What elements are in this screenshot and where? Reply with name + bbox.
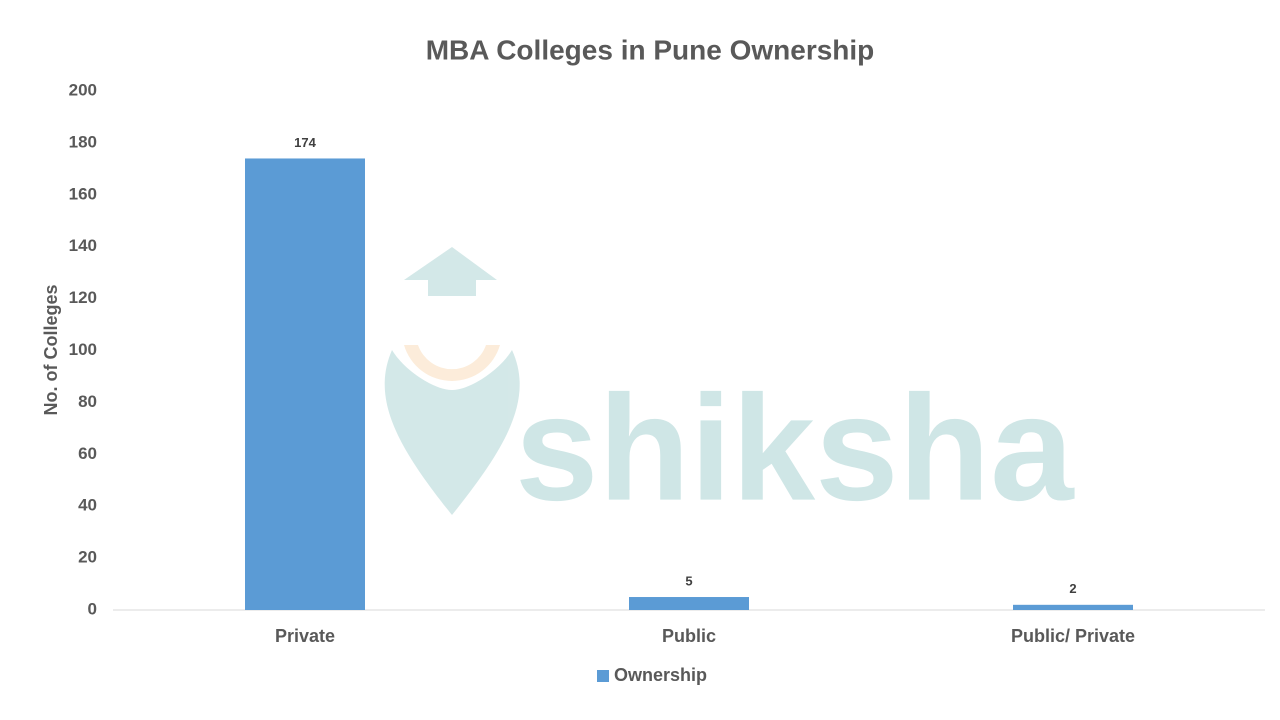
y-tick-label: 80 [78, 392, 97, 411]
legend-label: Ownership [614, 665, 707, 685]
y-tick-label: 120 [69, 288, 97, 307]
data-label: 5 [685, 573, 692, 588]
data-label: 2 [1069, 581, 1076, 596]
y-tick-label: 20 [78, 548, 97, 567]
logo-cap [404, 247, 497, 280]
bar [629, 597, 749, 610]
y-tick-label: 0 [88, 599, 97, 618]
y-tick-label: 160 [69, 184, 97, 203]
y-tick-label: 100 [69, 340, 97, 359]
y-tick-label: 180 [69, 132, 97, 151]
x-tick-label: Public [662, 626, 716, 646]
y-tick-label: 140 [69, 236, 97, 255]
y-tick-label: 40 [78, 496, 97, 515]
y-tick-label: 60 [78, 444, 97, 463]
logo-body [384, 350, 520, 515]
y-tick-label: 200 [69, 80, 97, 99]
x-tick-label: Private [275, 626, 335, 646]
legend-swatch [597, 670, 609, 682]
watermark-logo [384, 247, 520, 515]
y-axis-label: No. of Colleges [41, 284, 61, 415]
chart-title: MBA Colleges in Pune Ownership [426, 34, 875, 65]
bar [1013, 604, 1133, 610]
logo-cap-base [428, 278, 476, 296]
logo-head [404, 345, 500, 381]
x-tick-label: Public/ Private [1011, 626, 1135, 646]
bar [245, 158, 365, 610]
data-label: 174 [294, 135, 316, 150]
watermark-text: shiksha [515, 364, 1075, 532]
